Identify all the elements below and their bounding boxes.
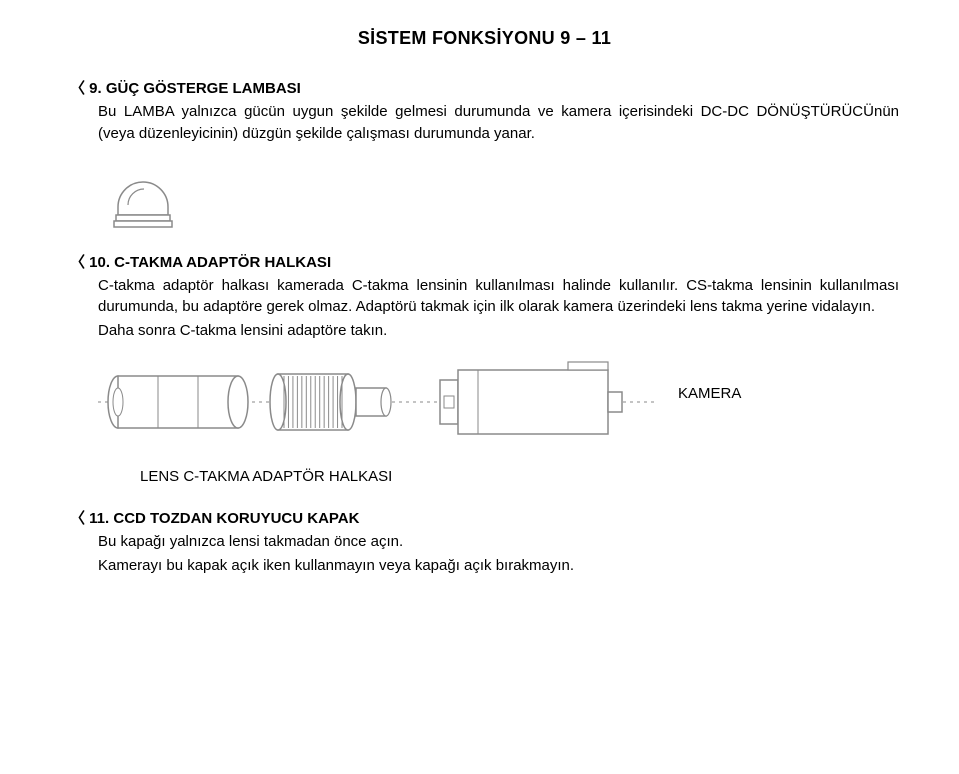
document-page: SİSTEM FONKSİYONU 9 – 11 〈 9. GÜÇ GÖSTER… xyxy=(0,0,959,774)
section-9-body: Bu LAMBA yalnızca gücün uygun şekilde ge… xyxy=(98,101,899,145)
lens-adapter-label: LENS C-TAKMA ADAPTÖR HALKASI xyxy=(140,468,899,485)
section-11-body-1: Bu kapağı yalnızca lensi takmadan önce a… xyxy=(98,531,899,553)
section-9-heading: 〈 9. GÜÇ GÖSTERGE LAMBASI xyxy=(70,77,899,98)
led-icon xyxy=(98,163,188,235)
section-11-body-2: Kamerayı bu kapak açık iken kullanmayın … xyxy=(98,555,899,577)
kamera-label: KAMERA xyxy=(678,385,741,402)
section-10-body-2: Daha sonra C-takma lensini adaptöre takı… xyxy=(98,320,899,342)
lens-diagram-row: KAMERA xyxy=(98,352,899,452)
section-11-heading: 〈 11. CCD TOZDAN KORUYUCU KAPAK xyxy=(70,507,899,528)
page-title: SİSTEM FONKSİYONU 9 – 11 xyxy=(70,28,899,49)
lens-adapter-icon xyxy=(98,352,658,452)
led-diagram xyxy=(98,163,899,235)
section-10-heading: 〈 10. C-TAKMA ADAPTÖR HALKASI xyxy=(70,251,899,272)
section-10-body-1: C-takma adaptör halkası kamerada C-takma… xyxy=(98,275,899,319)
